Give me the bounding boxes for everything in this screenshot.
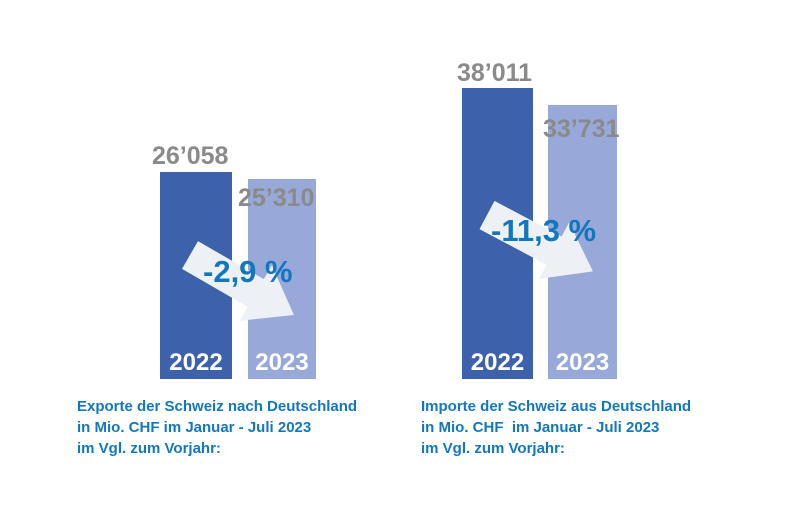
exports-2023-value-label: 25’310 xyxy=(238,184,315,212)
imports-caption-line-1: Importe der Schweiz aus Deutschland xyxy=(421,398,692,415)
exports-bar-2022-year-label: 2022 xyxy=(169,349,223,376)
imports-bar-2023-year-label: 2023 xyxy=(555,349,610,376)
imports-caption-line-2: in Mio. CHF im Januar - Juli 2023 xyxy=(421,419,660,436)
imports-2022-value-label: 38’011 xyxy=(457,59,533,87)
imports-caption-line-3: im Vgl. zum Vorjahr: xyxy=(421,440,565,457)
exports-caption-line-2: in Mio. CHF im Januar - Juli 2023 xyxy=(77,419,312,436)
imports-bar-2022-year-label: 2022 xyxy=(470,349,525,376)
exports-caption: Exporte der Schweiz nach Deutschland in … xyxy=(77,396,357,459)
exports-2022-value-label: 26’058 xyxy=(152,142,229,170)
imports-bar-2023: 2023 xyxy=(548,105,617,379)
imports-2023-value-label: 33’731 xyxy=(543,115,620,143)
exports-bar-2023-year-label: 2023 xyxy=(255,349,309,376)
exports-decline-arrow-icon xyxy=(182,241,294,321)
imports-decline-arrow-icon xyxy=(479,200,593,279)
exports-caption-line-3: im Vgl. zum Vorjahr: xyxy=(77,440,221,457)
exports-percent-change-label: -2,9 % xyxy=(203,254,293,289)
imports-percent-change-label: -11,3 % xyxy=(491,213,597,248)
imports-caption: Importe der Schweiz aus Deutschland in M… xyxy=(421,396,691,459)
exports-caption-line-1: Exporte der Schweiz nach Deutschland xyxy=(77,398,358,415)
